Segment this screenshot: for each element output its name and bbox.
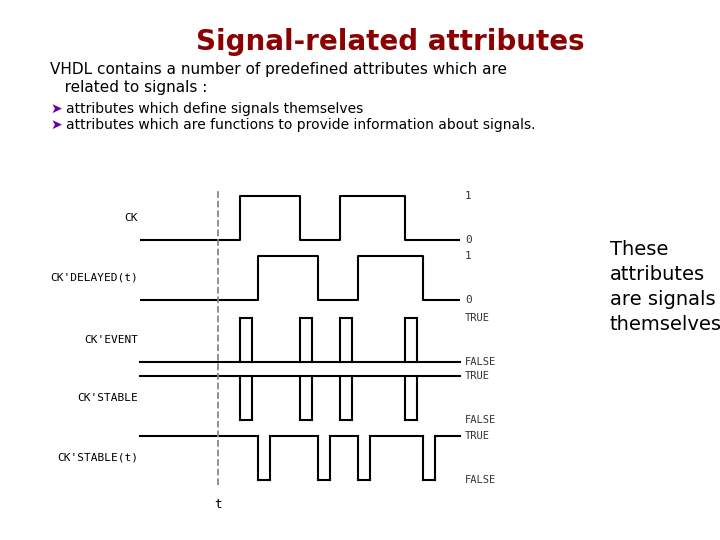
Text: Signal-related attributes: Signal-related attributes [196, 28, 585, 56]
Text: ➤: ➤ [50, 118, 62, 132]
Text: 1: 1 [465, 191, 472, 201]
Text: CK'DELAYED(t): CK'DELAYED(t) [50, 273, 138, 283]
Text: VHDL contains a number of predefined attributes which are: VHDL contains a number of predefined att… [50, 62, 507, 77]
Text: attributes which define signals themselves: attributes which define signals themselv… [66, 102, 364, 116]
Text: CK: CK [125, 213, 138, 223]
Text: CK'STABLE(t): CK'STABLE(t) [57, 453, 138, 463]
Text: CK'EVENT: CK'EVENT [84, 335, 138, 345]
Text: FALSE: FALSE [465, 357, 496, 367]
Text: 1: 1 [465, 251, 472, 261]
Text: attributes which are functions to provide information about signals.: attributes which are functions to provid… [66, 118, 536, 132]
Text: FALSE: FALSE [465, 475, 496, 485]
Text: ➤: ➤ [50, 102, 62, 116]
Text: 0: 0 [465, 235, 472, 245]
Text: FALSE: FALSE [465, 415, 496, 425]
Text: These
attributes
are signals
themselves: These attributes are signals themselves [610, 240, 720, 334]
Text: CK'STABLE: CK'STABLE [77, 393, 138, 403]
Text: TRUE: TRUE [465, 313, 490, 323]
Text: TRUE: TRUE [465, 371, 490, 381]
Text: 0: 0 [465, 295, 472, 305]
Text: related to signals :: related to signals : [50, 80, 207, 95]
Text: TRUE: TRUE [465, 431, 490, 441]
Text: t: t [215, 498, 222, 511]
